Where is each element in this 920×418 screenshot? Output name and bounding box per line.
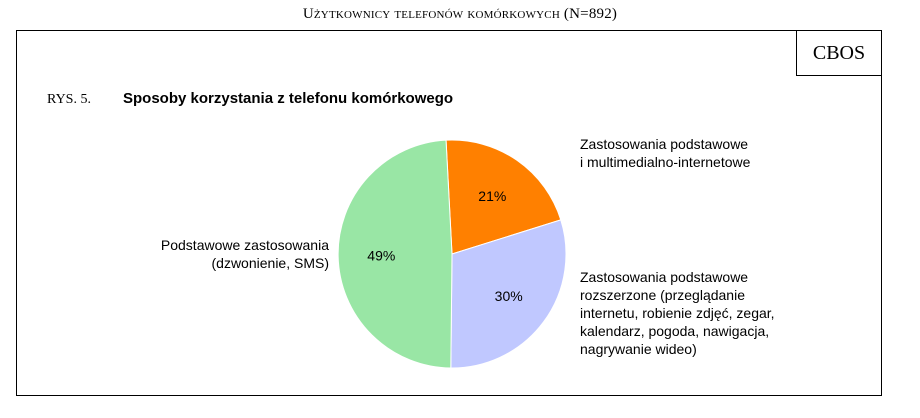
slice-label-extended: Zastosowania podstawowe rozszerzone (prz…: [580, 269, 775, 357]
figure-frame: CBOS RYS. 5. Sposoby korzystania z telef…: [16, 30, 882, 396]
slice-value-label: 49%: [367, 248, 395, 264]
figure-number: RYS. 5.: [47, 92, 91, 107]
slice-extended: [450, 219, 567, 369]
slice-basic: [337, 139, 453, 369]
slice-value-label: 21%: [478, 188, 506, 204]
figure-title: Sposoby korzystania z telefonu komórkowe…: [123, 90, 454, 107]
slice-basic-multimedia: [445, 139, 562, 255]
source-badge: CBOS: [796, 30, 882, 76]
slice-value-label: 30%: [495, 288, 523, 304]
slice-label-basic: Podstawowe zastosowania (dzwonienie, SMS…: [160, 237, 329, 271]
chart-caption: Użytkownicy telefonów komórkowych (N=892…: [302, 6, 618, 22]
slice-label-basic-multimedia: Zastosowania podstawowe i multimedialno-…: [580, 136, 751, 170]
